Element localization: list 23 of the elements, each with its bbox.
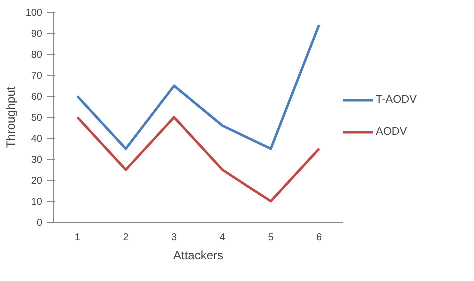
y-tick-label: 20 <box>31 176 43 187</box>
y-tick-label: 100 <box>26 8 43 19</box>
y-tick-label: 30 <box>31 155 43 166</box>
y-axis-title: Throughput <box>4 86 18 148</box>
x-tick-label: 2 <box>123 232 130 244</box>
x-tick-label: 4 <box>220 232 226 244</box>
y-tick-label: 50 <box>31 113 43 124</box>
y-tick-label: 40 <box>31 134 43 145</box>
legend-label: AODV <box>376 126 408 138</box>
y-tick-label: 80 <box>31 50 43 61</box>
y-tick-label: 10 <box>31 197 43 208</box>
x-tick-label: 6 <box>316 232 323 244</box>
y-tick-label: 0 <box>36 218 43 229</box>
x-tick-label: 5 <box>268 232 274 244</box>
line-series <box>76 116 321 203</box>
y-tick-label: 70 <box>31 71 43 82</box>
y-tick-label: 90 <box>31 29 43 40</box>
x-axis-title: Attackers <box>173 248 224 262</box>
y-tick-label: 60 <box>31 92 43 103</box>
line-series <box>76 24 321 150</box>
x-tick-label: 3 <box>172 232 178 244</box>
legend-label: T-AODV <box>376 94 417 106</box>
x-tick-label: 1 <box>74 232 81 244</box>
